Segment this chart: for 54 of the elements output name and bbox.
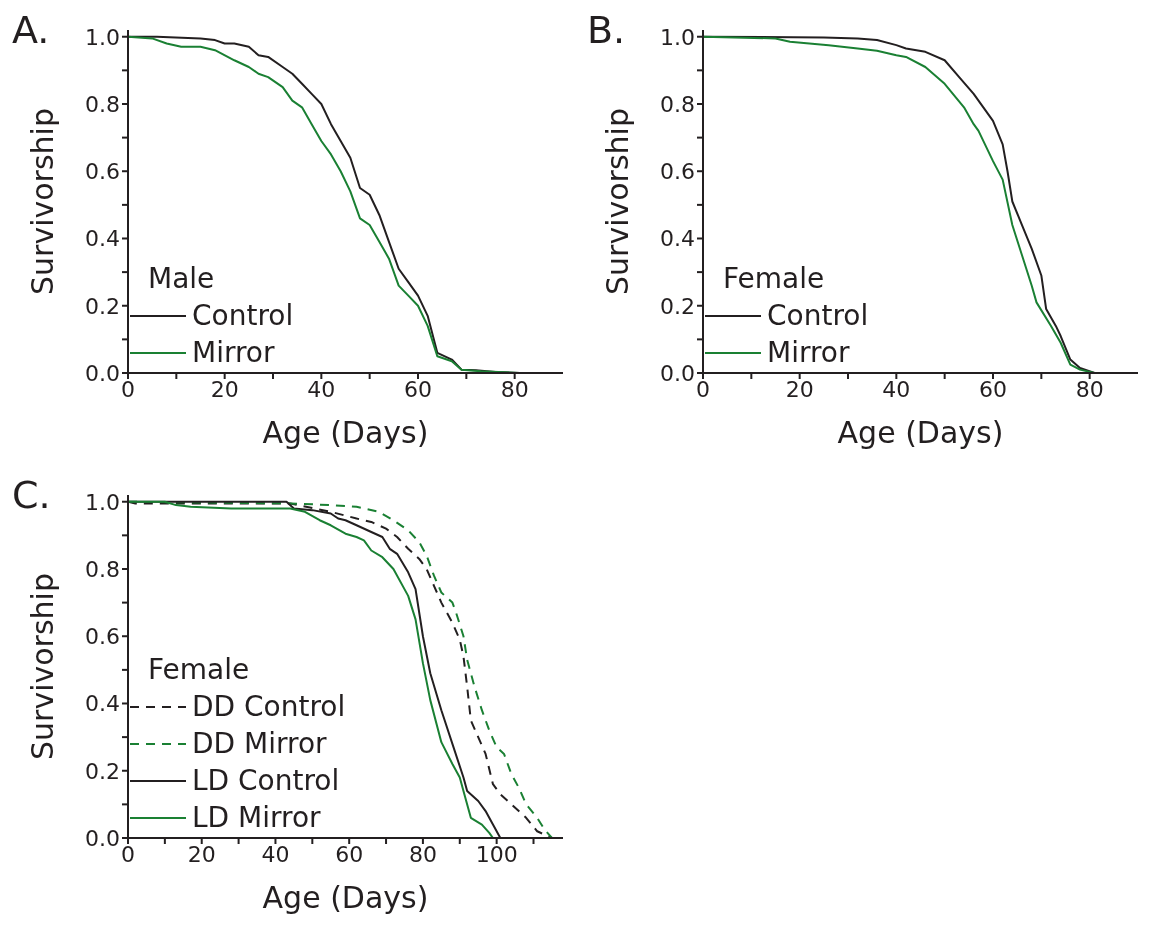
y-tick-label: 1.0 [85,489,120,515]
y-axis-title: Survivorship [24,108,60,295]
legend-title: Female [722,261,826,297]
y-tick-label: 0.0 [85,360,120,386]
y-tick-label: 0.2 [85,293,120,319]
y-axis-title: Survivorship [599,108,635,295]
chart-title: C. [12,473,51,517]
y-tick-label: 0.0 [85,825,120,851]
x-axis-title: Age (Days) [262,415,429,450]
y-tick-label: 0.4 [85,226,120,252]
x-axis-title: Age (Days) [262,880,429,915]
y-tick-label: 0.2 [660,293,695,319]
y-tick-label: 0.0 [660,360,695,386]
legend-label: DD Control [192,689,346,725]
x-tick-label: 20 [210,376,239,402]
x-tick-label: 80 [500,376,529,402]
y-tick-label: 0.4 [85,691,120,717]
y-tick-label: 0.4 [660,226,695,252]
x-tick-label: 60 [404,376,432,402]
x-tick-label: 60 [979,376,1007,402]
legend-label: Control [192,298,294,334]
y-tick-label: 0.8 [85,91,120,117]
x-tick-label: 40 [307,376,336,402]
legend-label: LD Control [192,763,340,799]
y-axis-title: Survivorship [24,573,60,760]
x-tick-label: 40 [261,841,290,867]
x-tick-label: 0 [121,376,135,402]
x-tick-label: 40 [882,376,911,402]
y-tick-label: 1.0 [85,24,120,50]
legend-label: Control [767,298,869,334]
x-tick-label: 0 [121,841,135,867]
y-tick-label: 0.8 [85,556,120,582]
x-tick-label: 60 [335,841,364,867]
x-tick-label: 0 [696,376,710,402]
chart-title: A. [12,8,50,52]
y-tick-label: 1.0 [660,24,695,50]
legend-label: Mirror [192,335,275,371]
x-tick-label: 100 [475,841,518,867]
x-tick-label: 80 [408,841,437,867]
x-axis-title: Age (Days) [837,415,1004,450]
y-tick-label: 0.8 [660,91,695,117]
y-tick-label: 0.2 [85,758,120,784]
x-tick-label: 20 [785,376,814,402]
y-tick-label: 0.6 [85,624,120,650]
x-tick-label: 20 [187,841,216,867]
legend-title: Female [147,652,251,688]
chart-title: B. [587,8,626,52]
legend-label: DD Mirror [192,726,327,762]
legend-title: Male [147,261,216,297]
y-tick-label: 0.6 [660,159,695,185]
x-tick-label: 80 [1075,376,1104,402]
legend-label: Mirror [767,335,850,371]
y-tick-label: 0.6 [85,159,120,185]
legend-label: LD Mirror [192,800,321,836]
